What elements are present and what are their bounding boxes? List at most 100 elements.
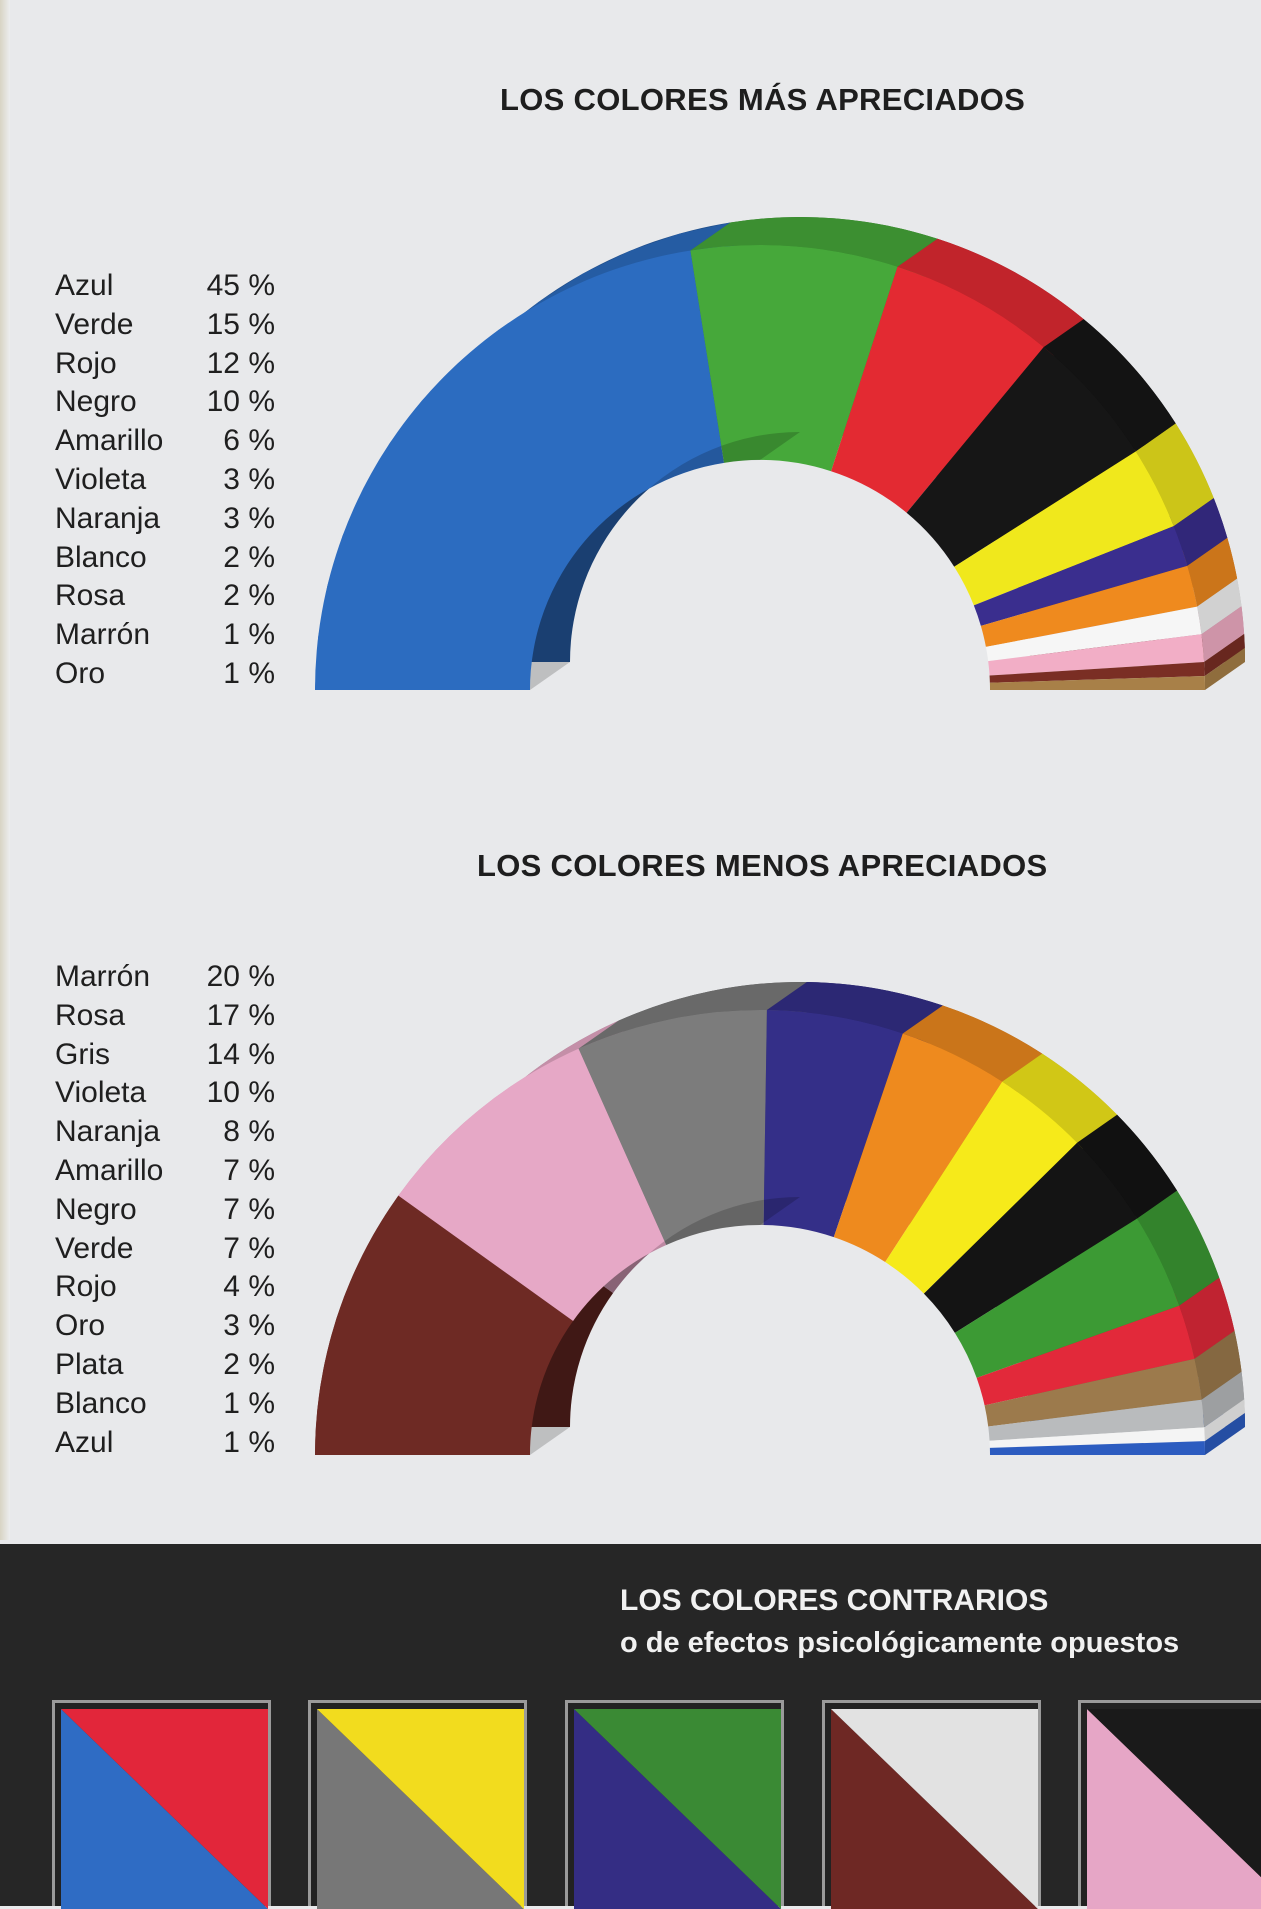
pair-triangle-right — [574, 1709, 781, 1909]
legend-item: Violeta 10 % — [55, 1076, 275, 1115]
legend-item: Naranja 8 % — [55, 1115, 275, 1154]
slice-amarillo — [885, 1081, 1078, 1294]
legend-percent: 8 % — [223, 1115, 275, 1149]
legend-item: Blanco 1 % — [55, 1387, 275, 1426]
slice-rim — [1173, 498, 1228, 566]
slice-rim — [897, 238, 1084, 348]
legend-percent: 3 % — [223, 501, 275, 535]
legend-percent: 17 % — [206, 998, 275, 1032]
slice-marrón — [315, 1195, 574, 1455]
legend-label: Oro — [55, 1309, 106, 1343]
legend-percent: 10 % — [206, 385, 275, 419]
legend-item: Azul 45 % — [55, 269, 275, 308]
legend-item: Rosa 17 % — [55, 999, 275, 1038]
pair-triangle-left — [1087, 1709, 1261, 1909]
legend-label: Rosa — [55, 998, 126, 1032]
slice-rosa — [988, 634, 1205, 676]
legend-item: Blanco 2 % — [55, 541, 275, 580]
legend-percent: 14 % — [206, 1037, 275, 1071]
slice-violeta — [973, 526, 1188, 626]
legend-label: Violeta — [55, 1076, 147, 1110]
legend-item: Amarillo 6 % — [55, 424, 275, 463]
legend-percent: 6 % — [223, 424, 275, 458]
legend-label: Azul — [55, 1425, 114, 1459]
semi-donut-chart-most — [315, 217, 1245, 690]
legend-item: Amarillo 7 % — [55, 1154, 275, 1193]
legend-label: Verde — [55, 307, 134, 341]
legend-label: Rojo — [55, 346, 117, 380]
slice-gris — [578, 1010, 767, 1245]
legend-most: Azul 45 % Verde 15 % Rojo 12 % Negro 10 % Amaril… — [55, 269, 275, 696]
legend-label: Negro — [55, 385, 137, 419]
legend-item: Verde 7 % — [55, 1232, 275, 1271]
slice-negro — [923, 1142, 1138, 1333]
slice-rim — [766, 982, 943, 1034]
legend-label: Blanco — [55, 1386, 147, 1420]
legend-item: Verde 15 % — [55, 308, 275, 347]
legend-item: Marrón 1 % — [55, 618, 275, 657]
color-pair-gris-amarillo — [308, 1700, 527, 1909]
legend-percent: 7 % — [223, 1231, 275, 1265]
legend-percent: 2 % — [223, 540, 275, 574]
legend-percent: 45 % — [206, 269, 275, 302]
legend-item: Negro 10 % — [55, 385, 275, 424]
slice-rim — [1204, 634, 1245, 677]
legend-percent: 3 % — [223, 462, 275, 496]
slice-azul — [315, 250, 725, 690]
legend-percent: 7 % — [223, 1153, 275, 1187]
legend-label: Blanco — [55, 540, 147, 574]
legend-label: Amarillo — [55, 424, 164, 458]
legend-label: Marrón — [55, 960, 151, 993]
contrary-colors-title: LOS COLORES CONTRARIOS o de efectos psic… — [620, 1580, 1179, 1664]
slice-verde — [690, 244, 898, 472]
slice-verde — [954, 1218, 1180, 1378]
legend-item: Plata 2 % — [55, 1348, 275, 1387]
color-pair-rosa-negro — [1078, 1700, 1261, 1909]
chart-title-least: LOS COLORES MENOS APRECIADOS — [477, 848, 1048, 883]
legend-item: Rojo 12 % — [55, 347, 275, 386]
legend-percent: 1 % — [223, 656, 275, 690]
legend-item: Marrón 20 % — [55, 960, 275, 999]
slice-rim — [690, 217, 938, 267]
slice-oro — [984, 1358, 1202, 1427]
pair-triangle-right — [61, 1709, 268, 1909]
legend-label: Oro — [55, 656, 106, 690]
slice-azul — [989, 1441, 1205, 1455]
slice-rim — [1002, 1053, 1118, 1143]
semi-donut-chart-least — [315, 982, 1245, 1455]
legend-label: Amarillo — [55, 1153, 164, 1187]
legend-label: Marrón — [55, 618, 151, 652]
color-pair-violeta-verde — [565, 1700, 784, 1909]
legend-percent: 2 % — [223, 579, 275, 613]
slice-rojo — [976, 1305, 1195, 1406]
legend-label: Rojo — [55, 1270, 117, 1304]
color-pair-marron-blanco — [822, 1700, 1041, 1909]
legend-item: Naranja 3 % — [55, 502, 275, 541]
slice-rosa — [398, 1048, 667, 1321]
legend-percent: 2 % — [223, 1347, 275, 1381]
contrary-title-line2: o de efectos psicológicamente opuestos — [620, 1627, 1180, 1659]
slice-rim — [1135, 423, 1214, 527]
color-pair-azul-rojo — [52, 1700, 271, 1909]
slice-rim — [1201, 606, 1245, 663]
slice-amarillo — [954, 451, 1174, 606]
inner-hole-shadow — [530, 432, 800, 690]
slice-rim — [1197, 578, 1242, 635]
slice-rim — [1043, 319, 1176, 452]
legend-item: Oro 1 % — [55, 657, 275, 696]
slice-violeta — [763, 1010, 903, 1238]
legend-label: Naranja — [55, 501, 161, 535]
slice-blanco — [989, 1427, 1205, 1448]
legend-label: Negro — [55, 1192, 137, 1226]
legend-percent: 4 % — [223, 1270, 275, 1304]
legend-label: Verde — [55, 1231, 134, 1265]
contrary-title-line1: LOS COLORES CONTRARIOS — [620, 1584, 1049, 1617]
legend-percent: 1 % — [223, 618, 275, 652]
legend-item: Violeta 3 % — [55, 463, 275, 502]
legend-percent: 12 % — [206, 346, 275, 380]
slice-rim — [1201, 1371, 1245, 1428]
slice-rim — [1137, 1190, 1220, 1306]
legend-label: Rosa — [55, 579, 126, 613]
legend-item: Rojo 4 % — [55, 1270, 275, 1309]
legend-label: Gris — [55, 1037, 110, 1071]
